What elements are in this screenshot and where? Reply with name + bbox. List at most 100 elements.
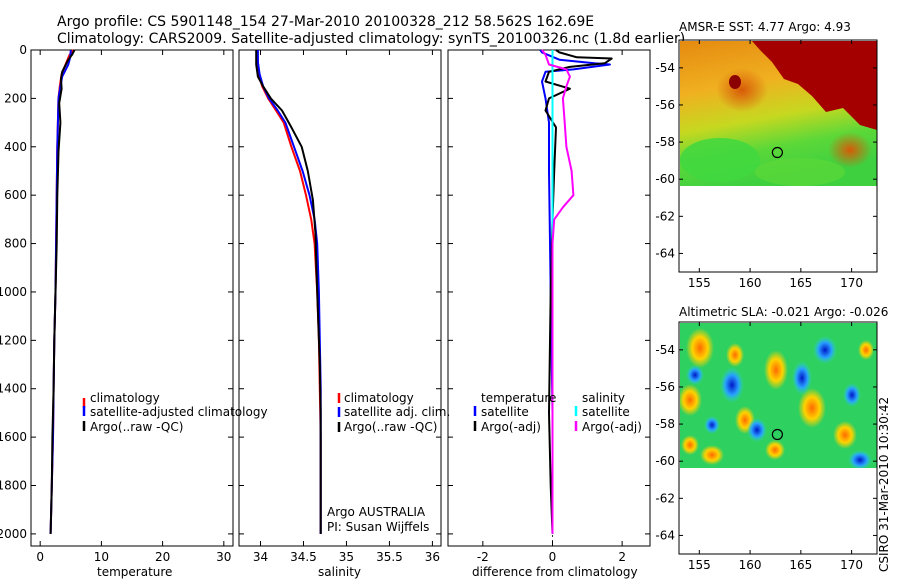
y-tick-label: 600 bbox=[4, 188, 27, 202]
sla-negative-eddy bbox=[843, 383, 861, 407]
legend-label: climatology bbox=[344, 391, 414, 405]
sla-positive-eddy bbox=[681, 435, 699, 455]
legend-label: satellite adj. clim. bbox=[344, 405, 450, 419]
x-tick-label: 35 bbox=[339, 550, 354, 564]
map-y-tick-label: -60 bbox=[655, 454, 675, 468]
y-tick-label: 200 bbox=[4, 91, 27, 105]
sst-warm-patch bbox=[828, 132, 872, 168]
sst-warm-region bbox=[752, 41, 877, 130]
y-tick-label: 400 bbox=[4, 140, 27, 154]
sla-positive-eddy bbox=[680, 384, 702, 416]
map-x-tick-label: 155 bbox=[688, 558, 711, 572]
legend-title: salinity bbox=[582, 391, 625, 405]
difference-panel: -2 0 2 difference from climatology tempera… bbox=[447, 49, 651, 579]
title-line-1: Argo profile: CS 5901148_154 27-Mar-2010… bbox=[57, 14, 594, 30]
sla-heatmap bbox=[680, 323, 877, 468]
sla-negative-eddy bbox=[704, 416, 720, 434]
y-tick-label: 1800 bbox=[0, 479, 27, 493]
y-tick-label: 0 bbox=[19, 43, 27, 57]
difference-legend-temperature: temperature satellite Argo(-adj) bbox=[473, 391, 556, 434]
sst-hot-spot bbox=[729, 75, 741, 89]
x-tick-label: 34.5 bbox=[290, 550, 317, 564]
difference-xlabel: difference from climatology bbox=[472, 565, 638, 579]
argo-position-marker bbox=[771, 428, 783, 441]
sla-negative-eddy bbox=[813, 336, 837, 364]
series-line-temperature-argo-adj bbox=[544, 49, 613, 534]
salinity-axes-frame bbox=[238, 49, 442, 547]
map-y-tick-label: -58 bbox=[655, 417, 675, 431]
sla-positive-eddy bbox=[833, 421, 857, 449]
map-x-tick-label: 160 bbox=[739, 558, 762, 572]
map-y-tick-label: -64 bbox=[655, 246, 675, 260]
y-tick-label: 1000 bbox=[0, 285, 27, 299]
difference-axes-frame bbox=[447, 49, 651, 547]
map-y-tick-label: -64 bbox=[655, 528, 675, 542]
legend-title: temperature bbox=[481, 391, 556, 405]
sla-positive-eddy bbox=[765, 440, 785, 460]
legend-label: Argo(..raw -QC) bbox=[344, 420, 437, 434]
legend-label: Argo(-adj) bbox=[582, 420, 642, 434]
y-tick-label: 2000 bbox=[0, 527, 27, 541]
sst-warm-patch bbox=[716, 68, 768, 112]
argo-position-marker bbox=[771, 146, 783, 159]
x-tick-label: 30 bbox=[216, 550, 231, 564]
map-y-tick-label: -56 bbox=[655, 380, 675, 394]
series-line-argo-raw-qc bbox=[255, 50, 322, 534]
series-line-climatology bbox=[49, 49, 74, 534]
salinity-xlabel: salinity bbox=[318, 565, 361, 579]
map-x-tick-label: 165 bbox=[789, 276, 812, 290]
map-y-tick-label: -54 bbox=[655, 343, 675, 357]
legend-label: Argo(..raw -QC) bbox=[90, 420, 183, 434]
sla-positive-eddy bbox=[798, 388, 826, 428]
legend-label: Argo(-adj) bbox=[481, 420, 541, 434]
y-tick-label: 1400 bbox=[0, 382, 27, 396]
sst-cold-region bbox=[755, 158, 845, 186]
difference-legend-salinity: salinity satellite Argo(-adj) bbox=[574, 391, 642, 434]
sst-map-panel: AMSR-E SST: 4.77 Argo: 4.93 155 160 165 170… bbox=[655, 20, 878, 290]
temperature-xlabel: temperature bbox=[97, 565, 172, 579]
y-tick-label: 1200 bbox=[0, 333, 27, 347]
sla-map-panel: Altimetric SLA: -0.021 Argo: -0.026 155 1… bbox=[655, 305, 888, 572]
sla-positive-eddy bbox=[764, 350, 788, 390]
temperature-legend: climatology satellite-adjusted climatolo… bbox=[82, 391, 268, 434]
sla-negative-eddy bbox=[720, 367, 744, 403]
title-line-2: Climatology: CARS2009. Satellite-adjuste… bbox=[57, 31, 685, 47]
sla-positive-eddy bbox=[858, 340, 874, 360]
argo-annotation-line-1: Argo AUSTRALIA bbox=[327, 505, 426, 519]
sst-heatmap bbox=[680, 41, 877, 186]
map-x-tick-label: 160 bbox=[739, 276, 762, 290]
footer-timestamp: CSIRO 31-Mar-2010 10:30:42 bbox=[877, 397, 891, 572]
series-line-salinity-argo-adj bbox=[541, 49, 575, 534]
legend-label: satellite bbox=[481, 405, 529, 419]
map-y-tick-label: -62 bbox=[655, 209, 675, 223]
x-tick-label: 2 bbox=[618, 550, 626, 564]
temperature-panel: 0 10 20 30 0 200 400 600 800 1000 1200 1400 1600 1800… bbox=[0, 43, 268, 579]
sla-negative-eddy bbox=[792, 361, 812, 395]
x-tick-label: 10 bbox=[94, 550, 109, 564]
salinity-legend: climatology satellite adj. clim. Argo(..… bbox=[337, 391, 450, 434]
map-x-tick-label: 155 bbox=[688, 276, 711, 290]
y-tick-label: 1600 bbox=[0, 430, 27, 444]
legend-label: climatology bbox=[90, 391, 160, 405]
x-tick-label: 0 bbox=[549, 550, 557, 564]
sla-positive-eddy bbox=[686, 328, 714, 368]
map-y-tick-label: -54 bbox=[655, 61, 675, 75]
sst-map-title: AMSR-E SST: 4.77 Argo: 4.93 bbox=[679, 20, 851, 34]
sla-positive-eddy bbox=[726, 343, 744, 367]
x-tick-label: 34 bbox=[253, 550, 268, 564]
map-y-tick-label: -62 bbox=[655, 491, 675, 505]
series-line-argo-raw-qc bbox=[49, 49, 76, 534]
sla-negative-eddy bbox=[747, 418, 767, 442]
x-tick-label: -2 bbox=[477, 550, 489, 564]
sla-map-title: Altimetric SLA: -0.021 Argo: -0.026 bbox=[679, 305, 888, 319]
sst-cold-region bbox=[680, 138, 760, 182]
map-y-tick-label: -58 bbox=[655, 135, 675, 149]
sla-map-frame bbox=[678, 321, 878, 555]
map-x-tick-label: 170 bbox=[840, 276, 863, 290]
map-y-tick-label: -56 bbox=[655, 98, 675, 112]
x-tick-label: 36 bbox=[425, 550, 440, 564]
sst-map-frame bbox=[678, 39, 878, 273]
argo-annotation-line-2: PI: Susan Wijffels bbox=[327, 520, 429, 534]
salinity-panel: 34 34.5 35 35.5 36 salinity climatology sate… bbox=[238, 49, 450, 579]
